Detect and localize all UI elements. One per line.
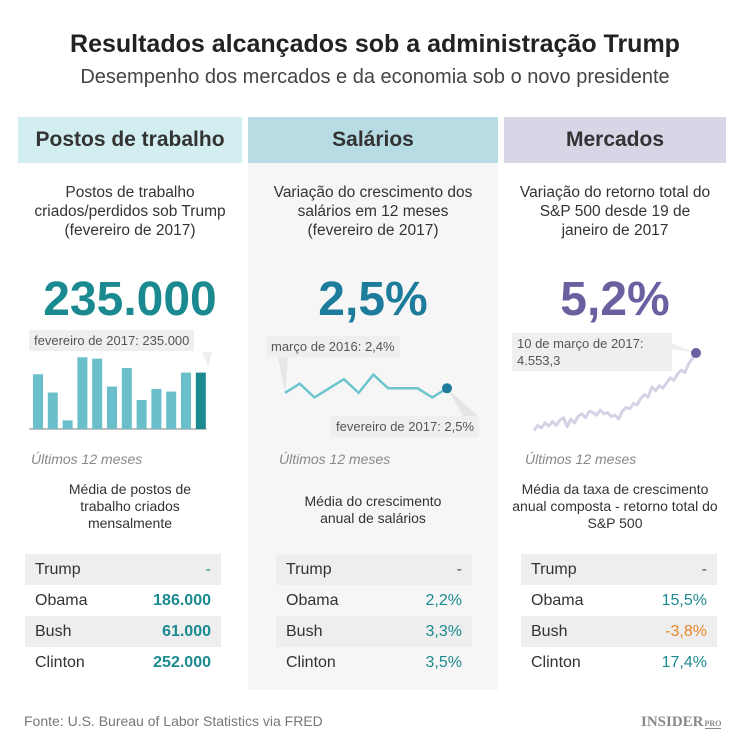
page-title: Resultados alcançados sob a administraçã… — [70, 30, 680, 58]
markets-big-number: 5,2% — [560, 273, 670, 326]
markets-table: Trump - Obama 15,5% Bush -3,8% Clinton 17,4% — [521, 554, 717, 678]
table-row: Bush -3,8% — [521, 616, 717, 647]
bar — [121, 368, 132, 429]
bar — [195, 372, 206, 429]
jobs-description: Postos de trabalho criados/perdidos sob … — [34, 184, 226, 239]
table-row: Bush 61.000 — [25, 616, 221, 647]
row-name: Bush — [531, 622, 568, 640]
row-name: Clinton — [531, 653, 581, 671]
table-row: Bush 3,3% — [276, 616, 472, 647]
row-value: 3,3% — [425, 622, 462, 640]
bar — [166, 391, 177, 429]
row-name: Clinton — [286, 653, 336, 671]
bar — [47, 392, 58, 429]
wages-line-chart — [278, 356, 478, 416]
insider-pro-logo: INSIDERPRO — [641, 714, 722, 730]
row-name: Bush — [35, 622, 72, 640]
end-point — [442, 383, 452, 394]
bar — [62, 420, 73, 429]
bar — [136, 399, 147, 429]
wages-avg-label: Média do crescimento anual de salários — [304, 493, 442, 526]
row-name: Obama — [35, 591, 88, 609]
end-point — [691, 348, 701, 359]
row-name: Trump — [531, 560, 577, 578]
jobs-tooltip: fevereiro de 2017: 235.000 — [29, 330, 195, 351]
bar — [92, 358, 103, 429]
row-value: -3,8% — [665, 622, 707, 640]
row-value: 2,2% — [425, 591, 462, 609]
row-value: - — [456, 560, 462, 578]
row-value: 252.000 — [153, 653, 211, 671]
wages-header: Salários — [248, 117, 498, 163]
bar — [77, 357, 88, 429]
page-subtitle: Desempenho dos mercados e da economia so… — [80, 66, 670, 88]
wages-panel: Salários Variação do crescimento dos sal… — [248, 117, 498, 690]
wages-period: Últimos 12 meses — [279, 451, 391, 467]
markets-line-chart — [532, 339, 701, 432]
wages-series-line — [284, 372, 448, 399]
markets-description: Variação do retorno total do S&P 500 des… — [519, 184, 711, 239]
bar — [107, 386, 117, 429]
row-name: Clinton — [35, 653, 85, 671]
row-name: Trump — [286, 560, 332, 578]
wages-tooltip-start: março de 2016: 2,4% — [266, 336, 400, 357]
wages-table: Trump - Obama 2,2% Bush 3,3% Clinton 3,5% — [276, 554, 472, 678]
jobs-big-number: 235.000 — [43, 273, 217, 326]
row-value: - — [701, 560, 707, 578]
table-row: Trump - — [521, 554, 717, 585]
bar — [151, 388, 162, 429]
row-value: 17,4% — [661, 653, 707, 671]
row-value: - — [205, 560, 211, 578]
jobs-period: Últimos 12 meses — [31, 451, 143, 467]
table-row: Obama 2,2% — [276, 585, 472, 616]
bar — [33, 374, 43, 429]
row-name: Obama — [286, 591, 339, 609]
jobs-panel: Postos de trabalho Postos de trabalho cr… — [18, 117, 242, 690]
markets-panel: Mercados Variação do retorno total do S&… — [504, 117, 726, 690]
row-name: Obama — [531, 591, 584, 609]
wages-description: Variação do crescimento dos salários em … — [273, 184, 473, 239]
wages-tooltip-end: fevereiro de 2017: 2,5% — [331, 416, 480, 437]
row-value: 3,5% — [425, 653, 462, 671]
row-name: Bush — [286, 622, 323, 640]
row-value: 186.000 — [153, 591, 211, 609]
markets-series-line — [532, 352, 698, 432]
source-note: Fonte: U.S. Bureau of Labor Statistics v… — [24, 713, 323, 729]
row-value: 61.000 — [162, 622, 211, 640]
jobs-table: Trump - Obama 186.000 Bush 61.000 Clinton 25… — [25, 554, 221, 678]
row-name: Trump — [35, 560, 81, 578]
markets-period: Últimos 12 meses — [525, 451, 637, 467]
tooltip-pointer — [278, 356, 288, 393]
table-row: Trump - — [276, 554, 472, 585]
row-value: 15,5% — [661, 591, 707, 609]
table-row: Clinton 3,5% — [276, 647, 472, 678]
jobs-header: Postos de trabalho — [18, 117, 242, 163]
table-row: Obama 186.000 — [25, 585, 221, 616]
bar — [181, 372, 191, 429]
markets-header: Mercados — [504, 117, 726, 163]
markets-avg-label: Média da taxa de crescimento anual compo… — [512, 481, 718, 531]
table-row: Trump - — [25, 554, 221, 585]
jobs-bar-chart — [29, 352, 212, 430]
table-row: Obama 15,5% — [521, 585, 717, 616]
tooltip-pointer — [447, 388, 478, 416]
jobs-avg-label: Média de postos de trabalho criados mens… — [68, 481, 192, 531]
table-row: Clinton 17,4% — [521, 647, 717, 678]
table-row: Clinton 252.000 — [25, 647, 221, 678]
wages-big-number: 2,5% — [318, 273, 428, 326]
markets-tooltip: 10 de março de 2017: 4.553,3 — [512, 333, 672, 371]
tooltip-pointer — [202, 352, 212, 367]
